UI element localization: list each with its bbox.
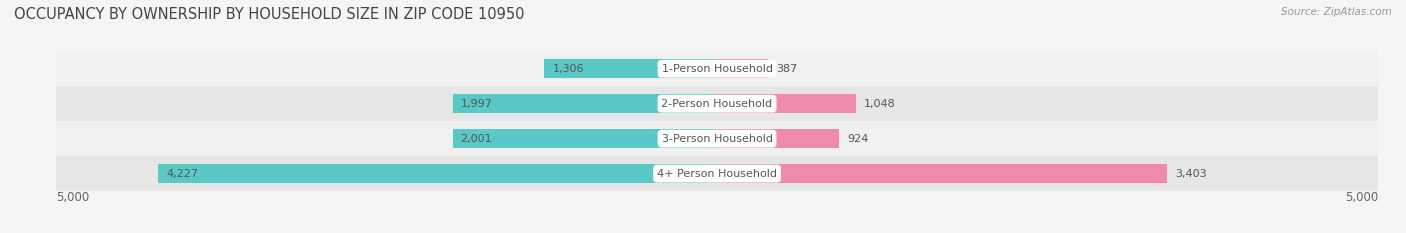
Bar bbox=[56, 51, 1378, 86]
Bar bbox=[717, 94, 856, 113]
Text: 3-Person Household: 3-Person Household bbox=[662, 134, 772, 144]
Text: 3,403: 3,403 bbox=[1175, 169, 1206, 178]
Bar bbox=[544, 59, 717, 78]
Bar bbox=[159, 164, 717, 183]
Text: 5,000: 5,000 bbox=[56, 191, 90, 204]
Text: 1,997: 1,997 bbox=[461, 99, 494, 109]
Text: OCCUPANCY BY OWNERSHIP BY HOUSEHOLD SIZE IN ZIP CODE 10950: OCCUPANCY BY OWNERSHIP BY HOUSEHOLD SIZE… bbox=[14, 7, 524, 22]
Text: Source: ZipAtlas.com: Source: ZipAtlas.com bbox=[1281, 7, 1392, 17]
Text: 2-Person Household: 2-Person Household bbox=[661, 99, 773, 109]
Text: 1-Person Household: 1-Person Household bbox=[662, 64, 772, 74]
Text: 1,048: 1,048 bbox=[863, 99, 896, 109]
Bar bbox=[453, 94, 717, 113]
Bar bbox=[56, 156, 1378, 191]
Bar bbox=[453, 129, 717, 148]
Bar bbox=[717, 129, 839, 148]
Text: 924: 924 bbox=[846, 134, 869, 144]
Text: 4+ Person Household: 4+ Person Household bbox=[657, 169, 778, 178]
Text: 4,227: 4,227 bbox=[166, 169, 198, 178]
Bar bbox=[717, 59, 768, 78]
Text: 1,306: 1,306 bbox=[553, 64, 583, 74]
Bar bbox=[56, 121, 1378, 156]
Text: 387: 387 bbox=[776, 64, 797, 74]
Text: 2,001: 2,001 bbox=[461, 134, 492, 144]
Bar bbox=[56, 86, 1378, 121]
Bar bbox=[717, 164, 1167, 183]
Text: 5,000: 5,000 bbox=[1344, 191, 1378, 204]
